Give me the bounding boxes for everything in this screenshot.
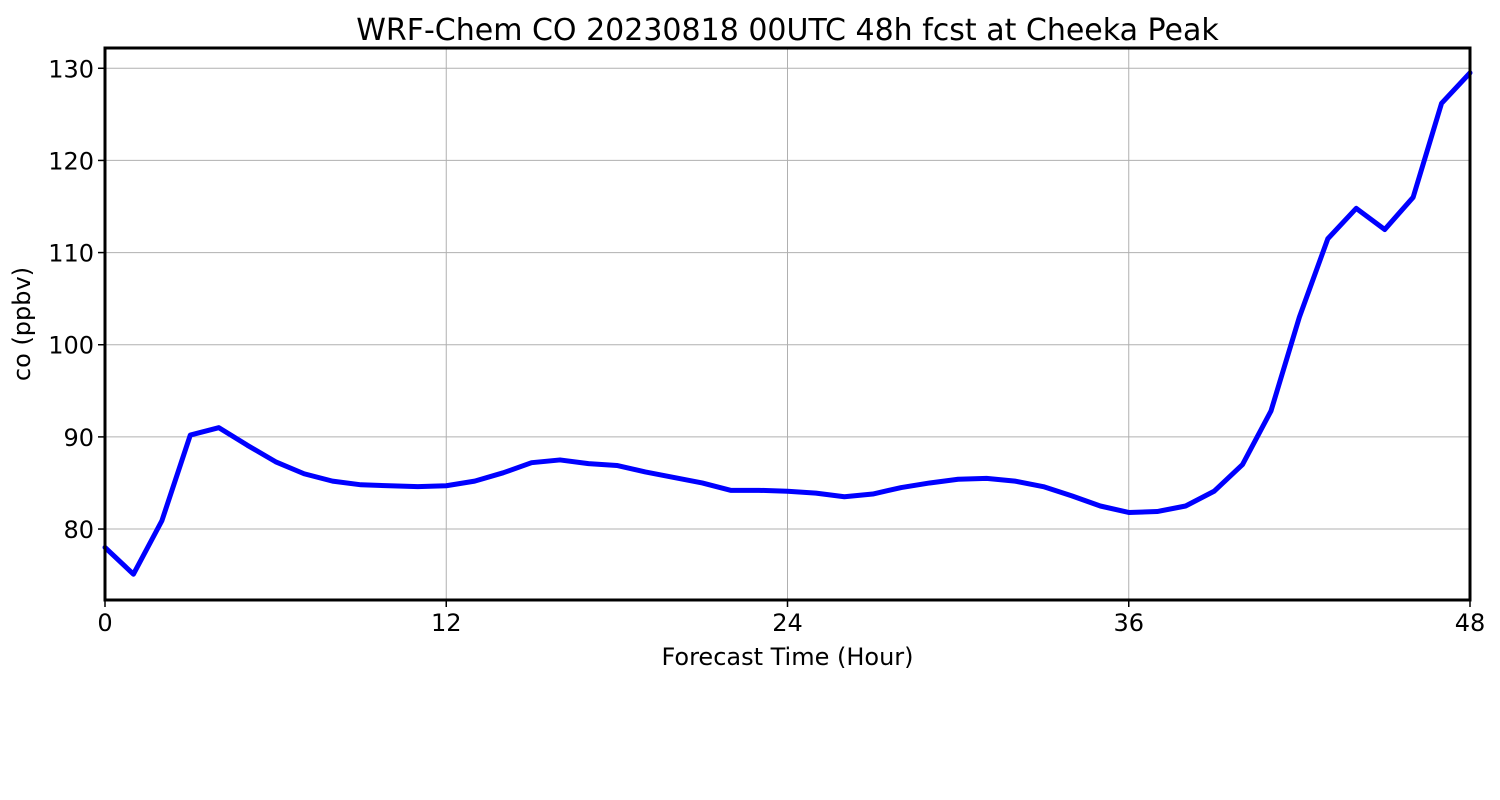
x-tick-label: 0 — [97, 609, 112, 637]
grid — [104, 48, 1471, 600]
y-tick-label: 120 — [48, 147, 94, 175]
y-tick-label: 80 — [63, 516, 94, 544]
series-layer — [102, 70, 1473, 577]
y-tick-label: 130 — [48, 55, 94, 83]
axis-ticks: 0 12 24 36 48 80 90 100 110 120 130 — [48, 55, 1485, 637]
x-tick-label: 36 — [1113, 609, 1144, 637]
x-axis-label: Forecast Time (Hour) — [661, 643, 913, 671]
y-tick-label: 90 — [63, 424, 94, 452]
y-tick-label: 110 — [48, 240, 94, 268]
series-line — [102, 70, 1473, 577]
y-axis-label: co (ppbv) — [8, 267, 36, 381]
x-tick-label: 24 — [772, 609, 803, 637]
x-tick-label: 12 — [431, 609, 462, 637]
chart-title: WRF-Chem CO 20230818 00UTC 48h fcst at C… — [356, 13, 1219, 48]
x-tick-label: 48 — [1455, 609, 1486, 637]
y-tick-label: 100 — [48, 332, 94, 360]
